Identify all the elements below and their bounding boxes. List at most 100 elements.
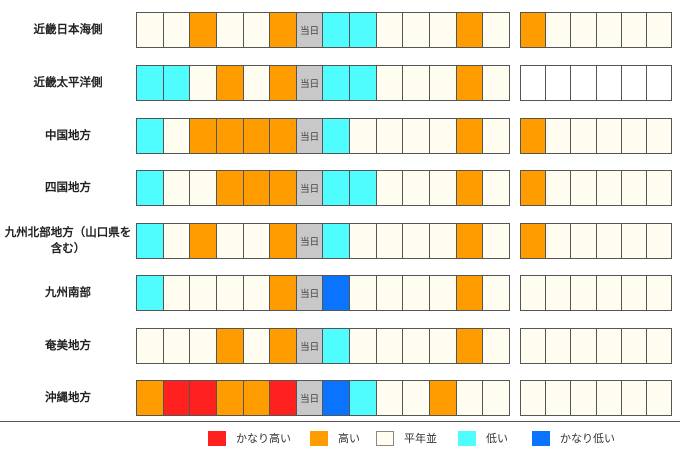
forecast-cell bbox=[137, 171, 164, 205]
extended-cell bbox=[646, 224, 672, 258]
legend-label: 低い bbox=[486, 432, 508, 445]
forecast-cell bbox=[137, 329, 164, 363]
extended-cell bbox=[646, 276, 672, 310]
forecast-cell bbox=[216, 119, 244, 153]
extended-cell bbox=[546, 276, 572, 310]
forecast-cell bbox=[270, 276, 297, 310]
legend-swatch bbox=[376, 430, 394, 446]
forecast-cell bbox=[323, 13, 351, 47]
forecast-cell bbox=[403, 224, 431, 258]
forecast-cell bbox=[376, 171, 404, 205]
today-cell: 当日 bbox=[296, 276, 324, 310]
forecast-cell bbox=[403, 13, 431, 47]
forecast-cell bbox=[430, 224, 457, 258]
forecast-cell bbox=[456, 224, 484, 258]
forecast-cell bbox=[190, 13, 217, 47]
forecast-cell bbox=[270, 66, 297, 100]
forecast-cell bbox=[216, 171, 244, 205]
forecast-cell bbox=[243, 329, 271, 363]
forecast-cell bbox=[137, 66, 164, 100]
forecast-cell bbox=[430, 329, 457, 363]
extended-cell bbox=[571, 381, 597, 415]
extended-cell bbox=[571, 171, 597, 205]
extended-cell bbox=[546, 381, 572, 415]
forecast-cell bbox=[323, 66, 351, 100]
forecast-cell bbox=[190, 119, 217, 153]
forecast-cell bbox=[243, 276, 271, 310]
extended-cell bbox=[521, 13, 547, 47]
extended-cell bbox=[596, 13, 622, 47]
forecast-cell bbox=[456, 276, 484, 310]
forecast-cell bbox=[270, 171, 297, 205]
forecast-cell bbox=[270, 381, 297, 415]
extended-cell bbox=[621, 224, 647, 258]
forecast-cell bbox=[216, 13, 244, 47]
extended-cell bbox=[646, 329, 672, 363]
forecast-cell bbox=[323, 119, 351, 153]
forecast-cell bbox=[456, 381, 484, 415]
extended-cell bbox=[546, 66, 572, 100]
forecast-cell bbox=[403, 381, 431, 415]
region-name: 四国地方 bbox=[45, 180, 91, 195]
forecast-cell bbox=[243, 66, 271, 100]
forecast-cell bbox=[323, 224, 351, 258]
region-name: 奄美地方 bbox=[45, 338, 91, 353]
forecast-cell bbox=[350, 329, 377, 363]
legend: かなり高い 高い 平年並 低い かなり低い bbox=[0, 422, 680, 454]
forecast-strip: 当日 bbox=[136, 118, 510, 154]
forecast-cell bbox=[323, 381, 351, 415]
forecast-cell bbox=[483, 13, 509, 47]
forecast-cell bbox=[350, 171, 377, 205]
today-cell: 当日 bbox=[296, 66, 324, 100]
extended-cell bbox=[571, 66, 597, 100]
extended-cell bbox=[571, 224, 597, 258]
forecast-cell bbox=[430, 66, 457, 100]
extended-cell bbox=[546, 171, 572, 205]
extended-cell bbox=[596, 224, 622, 258]
today-cell: 当日 bbox=[296, 224, 324, 258]
forecast-cell bbox=[403, 171, 431, 205]
extended-cell bbox=[646, 119, 672, 153]
extended-cell bbox=[621, 329, 647, 363]
forecast-cell bbox=[403, 119, 431, 153]
legend-swatch bbox=[458, 430, 476, 446]
forecast-cell bbox=[216, 224, 244, 258]
region-name: 近畿太平洋側 bbox=[33, 75, 103, 90]
forecast-cell bbox=[430, 381, 457, 415]
today-cell: 当日 bbox=[296, 171, 324, 205]
extended-cell bbox=[546, 13, 572, 47]
forecast-cell bbox=[430, 13, 457, 47]
forecast-cell bbox=[270, 224, 297, 258]
extended-cell bbox=[646, 13, 672, 47]
forecast-cell bbox=[190, 224, 217, 258]
extended-cell bbox=[521, 329, 547, 363]
region-name: 九州南部 bbox=[45, 285, 91, 300]
today-cell: 当日 bbox=[296, 13, 324, 47]
forecast-cell bbox=[190, 381, 217, 415]
extended-strip bbox=[520, 65, 672, 101]
forecast-cell bbox=[376, 13, 404, 47]
forecast-cell bbox=[323, 171, 351, 205]
legend-divider bbox=[0, 421, 680, 422]
legend-swatch bbox=[310, 430, 328, 446]
forecast-cell bbox=[137, 276, 164, 310]
extended-cell bbox=[621, 119, 647, 153]
forecast-cell bbox=[376, 276, 404, 310]
region-name: 中国地方 bbox=[45, 128, 91, 143]
legend-label: 高い bbox=[338, 432, 360, 445]
forecast-cell bbox=[376, 224, 404, 258]
forecast-cell bbox=[163, 66, 191, 100]
extended-cell bbox=[571, 119, 597, 153]
forecast-cell bbox=[376, 381, 404, 415]
forecast-cell bbox=[456, 66, 484, 100]
forecast-cell bbox=[270, 329, 297, 363]
forecast-cell bbox=[483, 276, 509, 310]
forecast-cell bbox=[163, 276, 191, 310]
forecast-cell bbox=[376, 329, 404, 363]
forecast-cell bbox=[137, 13, 164, 47]
forecast-cell bbox=[456, 171, 484, 205]
extended-cell bbox=[521, 119, 547, 153]
forecast-cell bbox=[137, 381, 164, 415]
forecast-cell bbox=[483, 171, 509, 205]
forecast-strip: 当日 bbox=[136, 328, 510, 364]
